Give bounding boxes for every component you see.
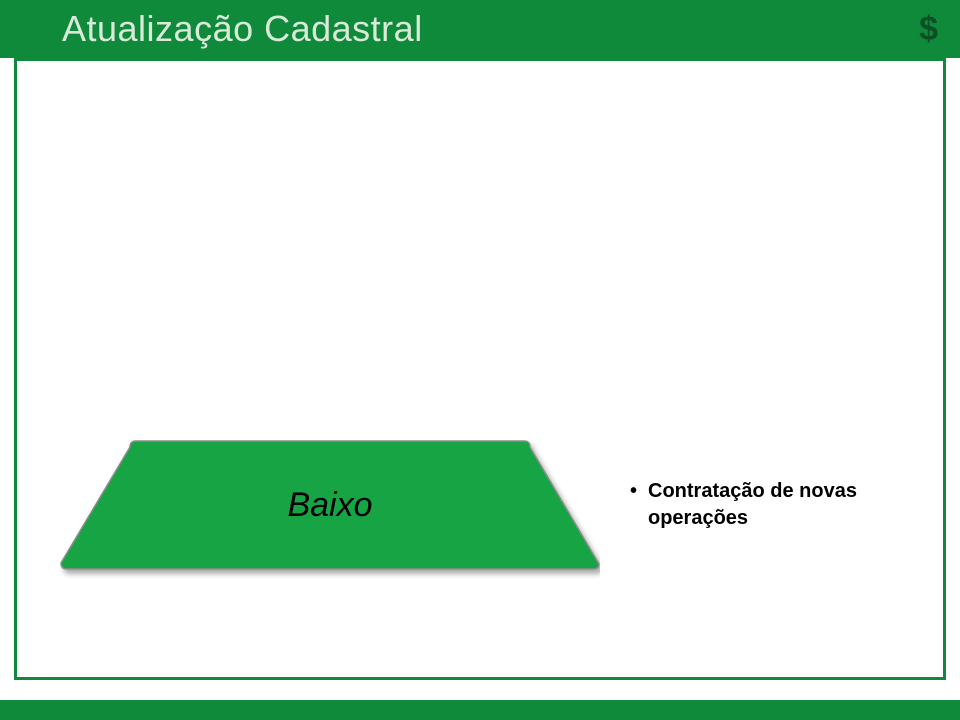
trapezoid-path [61, 441, 599, 569]
trapezoid-svg [60, 440, 600, 590]
bullet-text: Contratação de novas operações [648, 478, 930, 532]
figure-area: Baixo • Contratação de novas operações [0, 440, 960, 600]
page-title: Atualização Cadastral [62, 8, 423, 50]
list-item: • Contratação de novas operações [630, 478, 930, 532]
title-bar: Atualização Cadastral $ [0, 0, 960, 58]
dollar-icon: $ [919, 10, 938, 49]
trapezoid-shape: Baixo [60, 440, 600, 590]
bullet-list: • Contratação de novas operações [630, 478, 930, 532]
bottom-bar [0, 700, 960, 720]
slide: Atualização Cadastral $ Baixo • Contrata… [0, 0, 960, 720]
bullet-dot: • [630, 478, 648, 532]
